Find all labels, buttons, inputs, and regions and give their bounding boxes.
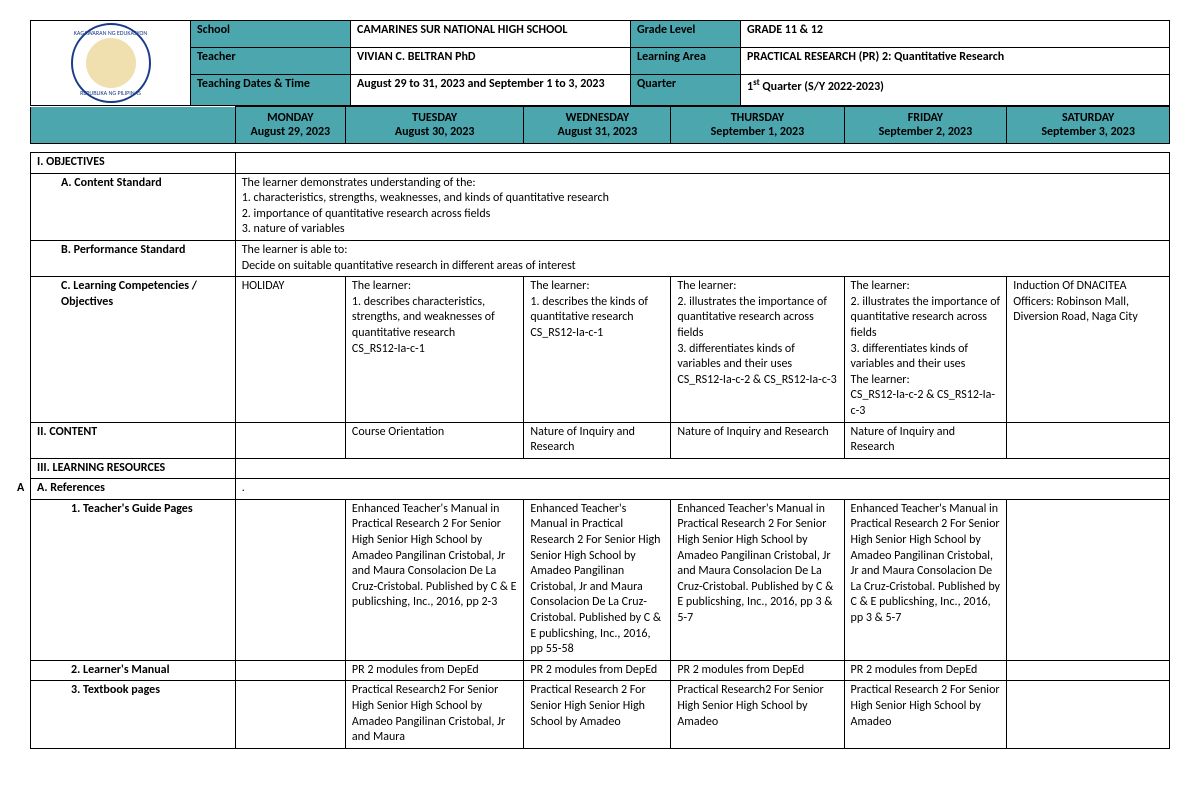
textbook-row: 3. Textbook pages Practical Research2 Fo…: [31, 681, 1170, 748]
grade-value: GRADE 11 & 12: [741, 21, 1170, 48]
days-spacer: [31, 107, 236, 144]
tg-thu: Enhanced Teacher's Manual in Practical R…: [671, 499, 844, 660]
teacher-label: Teacher: [191, 47, 351, 74]
school-value: CAMARINES SUR NATIONAL HIGH SCHOOL: [351, 21, 631, 48]
content-standard-row: A. Content Standard The learner demonstr…: [31, 173, 1170, 240]
school-label: School: [191, 21, 351, 48]
tg-wed: Enhanced Teacher's Manual in Practical R…: [524, 499, 671, 660]
content-fri: Nature of Inquiry and Research: [844, 422, 1007, 458]
area-label: Learning Area: [631, 47, 741, 74]
content-std-label: A. Content Standard: [31, 173, 236, 240]
lm-tue: PR 2 modules from DepEd: [345, 660, 523, 681]
tg-fri: Enhanced Teacher's Manual in Practical R…: [844, 499, 1007, 660]
tb-label: 3. Textbook pages: [31, 681, 236, 748]
resources-label: III. LEARNING RESOURCES: [31, 458, 236, 479]
lc-wed: The learner: 1. describes the kinds of q…: [524, 277, 671, 422]
lc-fri: The learner: 2. illustrates the importan…: [844, 277, 1007, 422]
lm-label: 2. Learner's Manual: [31, 660, 236, 681]
lm-thu: PR 2 modules from DepEd: [671, 660, 844, 681]
teachers-guide-row: 1. Teacher's Guide Pages Enhanced Teache…: [31, 499, 1170, 660]
lc-sat: Induction Of DNACITEA Officers: Robinson…: [1007, 277, 1170, 422]
deped-logo-icon: KAGAWARAN NG EDUKASYON REPUBLIKA NG PILI…: [71, 23, 151, 103]
learning-competencies-row: C. Learning Competencies / Objectives HO…: [31, 277, 1170, 422]
lc-label: C. Learning Competencies / Objectives: [31, 277, 236, 422]
objectives-label: I. OBJECTIVES: [31, 153, 236, 174]
tb-fri: Practical Research 2 For Senior High Sen…: [844, 681, 1007, 748]
header-table: KAGAWARAN NG EDUKASYON REPUBLIKA NG PILI…: [30, 20, 1170, 106]
tb-thu: Practical Research2 For Senior High Seni…: [671, 681, 844, 748]
content-thu: Nature of Inquiry and Research: [671, 422, 844, 458]
tg-tue: Enhanced Teacher's Manual in Practical R…: [345, 499, 523, 660]
references-dot: .: [235, 479, 1169, 500]
performance-standard-row: B. Performance Standard The learner is a…: [31, 240, 1170, 276]
main-content-table: I. OBJECTIVES A. Content Standard The le…: [30, 152, 1170, 749]
references-row: A A. References .: [31, 479, 1170, 500]
quarter-label: Quarter: [631, 74, 741, 105]
lm-wed: PR 2 modules from DepEd: [524, 660, 671, 681]
dates-label: Teaching Dates & Time: [191, 74, 351, 105]
day-wed: WEDNESDAYAugust 31, 2023: [524, 107, 671, 144]
perf-std-label: B. Performance Standard: [31, 240, 236, 276]
logo-cell: KAGAWARAN NG EDUKASYON REPUBLIKA NG PILI…: [31, 21, 191, 106]
tb-wed: Practical Research 2 For Senior High Sen…: [524, 681, 671, 748]
lc-tue: The learner: 1. describes characteristic…: [345, 277, 523, 422]
days-table: MONDAYAugust 29, 2023 TUESDAYAugust 30, …: [30, 106, 1170, 144]
objectives-row: I. OBJECTIVES: [31, 153, 1170, 174]
tg-label: 1. Teacher's Guide Pages: [31, 499, 236, 660]
content-std-text: The learner demonstrates understanding o…: [235, 173, 1169, 240]
content-row: II. CONTENT Course Orientation Nature of…: [31, 422, 1170, 458]
lm-fri: PR 2 modules from DepEd: [844, 660, 1007, 681]
content-wed: Nature of Inquiry and Research: [524, 422, 671, 458]
teacher-value: VIVIAN C. BELTRAN PhD: [351, 47, 631, 74]
quarter-value: 1st Quarter (S/Y 2022-2023): [741, 74, 1170, 105]
day-tue: TUESDAYAugust 30, 2023: [345, 107, 523, 144]
day-thu: THURSDAYSeptember 1, 2023: [671, 107, 844, 144]
area-value: PRACTICAL RESEARCH (PR) 2: Quantitative …: [741, 47, 1170, 74]
resources-row: III. LEARNING RESOURCES: [31, 458, 1170, 479]
dates-value: August 29 to 31, 2023 and September 1 to…: [351, 74, 631, 105]
tb-tue: Practical Research2 For Senior High Seni…: [345, 681, 523, 748]
content-label: II. CONTENT: [31, 422, 236, 458]
day-mon: MONDAYAugust 29, 2023: [235, 107, 345, 144]
content-tue: Course Orientation: [345, 422, 523, 458]
learners-manual-row: 2. Learner's Manual PR 2 modules from De…: [31, 660, 1170, 681]
perf-std-text: The learner is able to: Decide on suitab…: [235, 240, 1169, 276]
day-fri: FRIDAYSeptember 2, 2023: [844, 107, 1007, 144]
lc-thu: The learner: 2. illustrates the importan…: [671, 277, 844, 422]
lc-mon: HOLIDAY: [235, 277, 345, 422]
day-sat: SATURDAYSeptember 3, 2023: [1007, 107, 1170, 144]
references-label: A A. References: [31, 479, 236, 500]
lesson-plan-page: KAGAWARAN NG EDUKASYON REPUBLIKA NG PILI…: [30, 20, 1170, 749]
grade-label: Grade Level: [631, 21, 741, 48]
